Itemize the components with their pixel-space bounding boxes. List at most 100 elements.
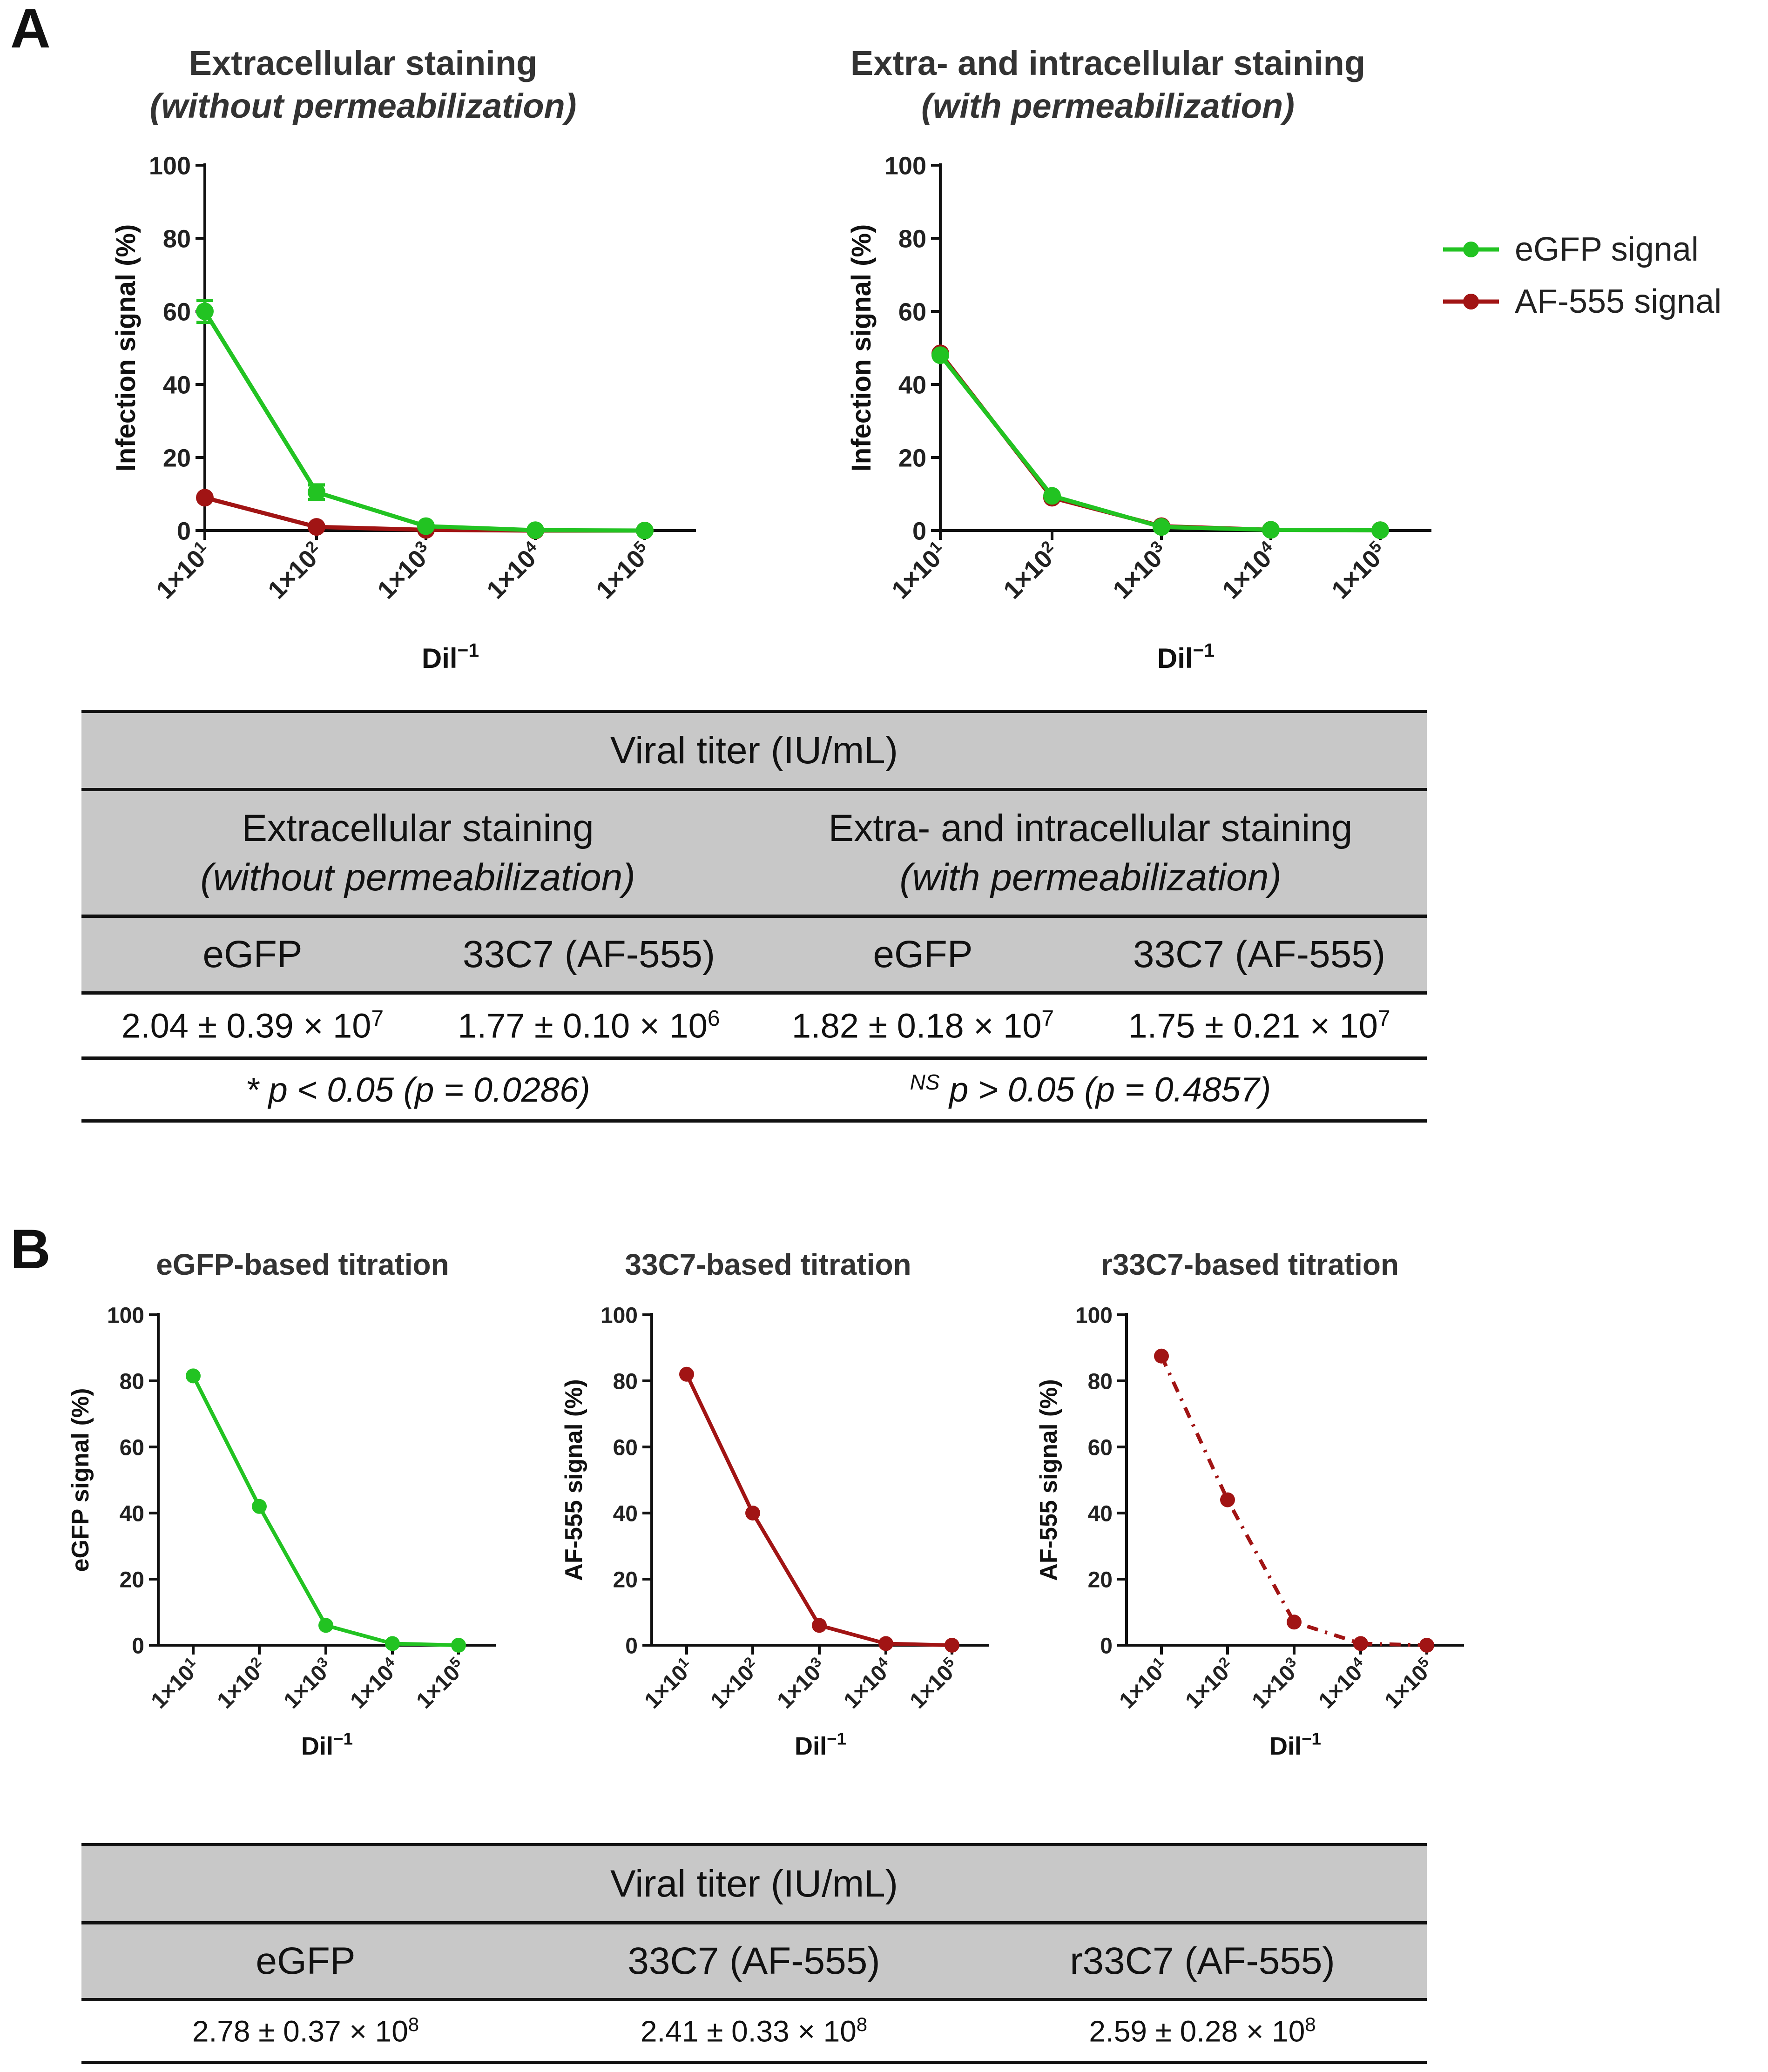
series-line: [938, 354, 1381, 532]
x-tick-exponent: 4: [874, 1654, 891, 1671]
data-point: [526, 521, 544, 539]
group-title: Extra- and intracellular staining: [828, 807, 1353, 849]
series-line: [203, 310, 645, 533]
titer-table-a: Viral titer (IU/mL) Extracellular staini…: [81, 710, 1427, 1123]
chart-subtitle: (without permeabilization): [149, 87, 577, 125]
x-axis-label-exponent: −1: [458, 639, 479, 661]
table-header: Viral titer (IU/mL): [81, 1843, 1427, 1923]
y-tick-label: 60: [163, 298, 191, 326]
series-line: [938, 352, 1381, 532]
y-tick-label: 40: [163, 371, 191, 399]
x-tick-label: 1×103: [772, 1654, 831, 1713]
y-tick-label: 40: [613, 1501, 638, 1526]
chart-title-main: Extracellular staining: [189, 44, 538, 82]
x-tick-label: 1×101: [1114, 1654, 1174, 1713]
data-point: [252, 1499, 267, 1514]
data-point: [745, 1506, 760, 1520]
y-tick-label: 0: [912, 517, 926, 545]
x-axis-label: Dil−1: [1157, 639, 1215, 674]
table-group-extracellular: Extracellular staining (without permeabi…: [81, 788, 754, 916]
data-point: [1154, 1348, 1169, 1364]
y-tick-label: 0: [132, 1634, 144, 1658]
titer-value: 2.04 ± 0.39 × 107: [81, 993, 424, 1060]
data-point: [1353, 1636, 1368, 1651]
y-tick-label: 40: [1088, 1501, 1113, 1526]
y-tick-label: 40: [898, 371, 926, 399]
y-tick-label: 60: [613, 1435, 638, 1460]
legend-label: AF-555 signal: [1515, 283, 1722, 320]
x-tick-label: 1×105: [1326, 538, 1393, 605]
x-tick-label: 1×101: [150, 538, 217, 605]
x-tick-exponent: 5: [1366, 538, 1385, 557]
chart-title-intracellular: Extra- and intracellular staining (with …: [773, 42, 1443, 128]
x-tick-label: 1×101: [146, 1654, 205, 1713]
y-tick-label: 100: [149, 152, 191, 180]
data-point: [945, 1638, 959, 1653]
x-tick-exponent: 2: [741, 1654, 758, 1671]
data-point: [451, 1638, 466, 1653]
chart-title-main: Extra- and intracellular staining: [850, 44, 1366, 82]
y-tick-label: 80: [1088, 1369, 1113, 1394]
x-tick-exponent: 5: [1415, 1654, 1432, 1671]
x-axis-label-exponent: −1: [827, 1729, 846, 1748]
x-axis-label-exponent: −1: [1193, 639, 1215, 661]
data-point: [1371, 521, 1389, 539]
x-tick-label: 1×102: [262, 538, 329, 605]
y-tick-label: 20: [120, 1567, 144, 1592]
x-tick-exponent: 1: [675, 1654, 692, 1671]
x-axis-label-exponent: −1: [333, 1729, 353, 1748]
x-tick-label: 1×104: [345, 1654, 405, 1714]
chart-subtitle: (with permeabilization): [921, 87, 1295, 125]
y-tick-label: 60: [120, 1435, 144, 1460]
x-tick-exponent: 3: [1282, 1654, 1299, 1671]
x-axis-label-exponent: −1: [1302, 1729, 1321, 1748]
x-tick-label: 1×105: [1379, 1654, 1439, 1713]
y-tick-label: 60: [1088, 1435, 1113, 1460]
y-axis-label: Infection signal (%): [846, 224, 877, 472]
legend-marker-af555: [1443, 294, 1499, 309]
x-tick-exponent: 5: [446, 1654, 464, 1671]
legend: eGFP signal AF-555 signal: [1443, 223, 1721, 328]
column-header: eGFP: [81, 915, 424, 995]
legend-label: eGFP signal: [1515, 231, 1699, 268]
data-point: [1419, 1638, 1434, 1653]
y-tick-label: 20: [613, 1567, 638, 1592]
x-tick-exponent: 5: [940, 1654, 957, 1671]
y-tick-label: 20: [163, 444, 191, 472]
x-tick-exponent: 4: [1256, 537, 1276, 557]
series-line: [191, 1375, 459, 1647]
x-tick-exponent: 2: [247, 1654, 264, 1671]
stat-extracellular: * p < 0.05 (p = 0.0286): [81, 1058, 754, 1123]
chart-intracellular: 0 20 40 60 80 100 Infection signal (%) 1×101 1×1…: [846, 152, 1431, 674]
legend-item-af555: AF-555 signal: [1443, 276, 1721, 328]
column-header: 33C7 (AF-555): [424, 915, 754, 995]
group-title: Extracellular staining: [242, 807, 594, 849]
y-axis-label: Infection signal (%): [111, 224, 141, 472]
titer-value: 1.82 ± 0.18 × 107: [754, 993, 1092, 1060]
data-point: [679, 1366, 694, 1382]
x-tick-label: 1×103: [278, 1654, 338, 1713]
y-tick-label: 0: [625, 1634, 638, 1658]
column-header: eGFP: [81, 1921, 530, 2001]
data-point: [186, 1368, 201, 1384]
x-tick-exponent: 5: [630, 538, 649, 557]
y-tick-label: 100: [884, 152, 926, 180]
titer-table-b: Viral titer (IU/mL) eGFP 33C7 (AF-555) r…: [81, 1843, 1427, 2064]
titer-value: 1.75 ± 0.21 × 107: [1092, 993, 1427, 1060]
titer-value: 2.59 ± 0.28 × 108: [978, 1999, 1427, 2064]
y-tick-label: 100: [1075, 1303, 1113, 1328]
data-point: [1262, 521, 1280, 539]
x-tick-label: 1×104: [481, 537, 548, 604]
x-tick-label: 1×105: [590, 538, 657, 605]
stat-intracellular: NS p > 0.05 (p = 0.4857): [754, 1058, 1427, 1123]
x-tick-label: 1×103: [1247, 1654, 1306, 1713]
x-tick-exponent: 1: [181, 1654, 198, 1671]
y-tick-label: 80: [898, 225, 926, 253]
table-group-intracellular: Extra- and intracellular staining (with …: [754, 788, 1427, 916]
data-point: [931, 346, 949, 364]
x-tick-label: 1×104: [1216, 537, 1283, 604]
data-point: [318, 1618, 333, 1633]
data-point: [878, 1636, 893, 1651]
